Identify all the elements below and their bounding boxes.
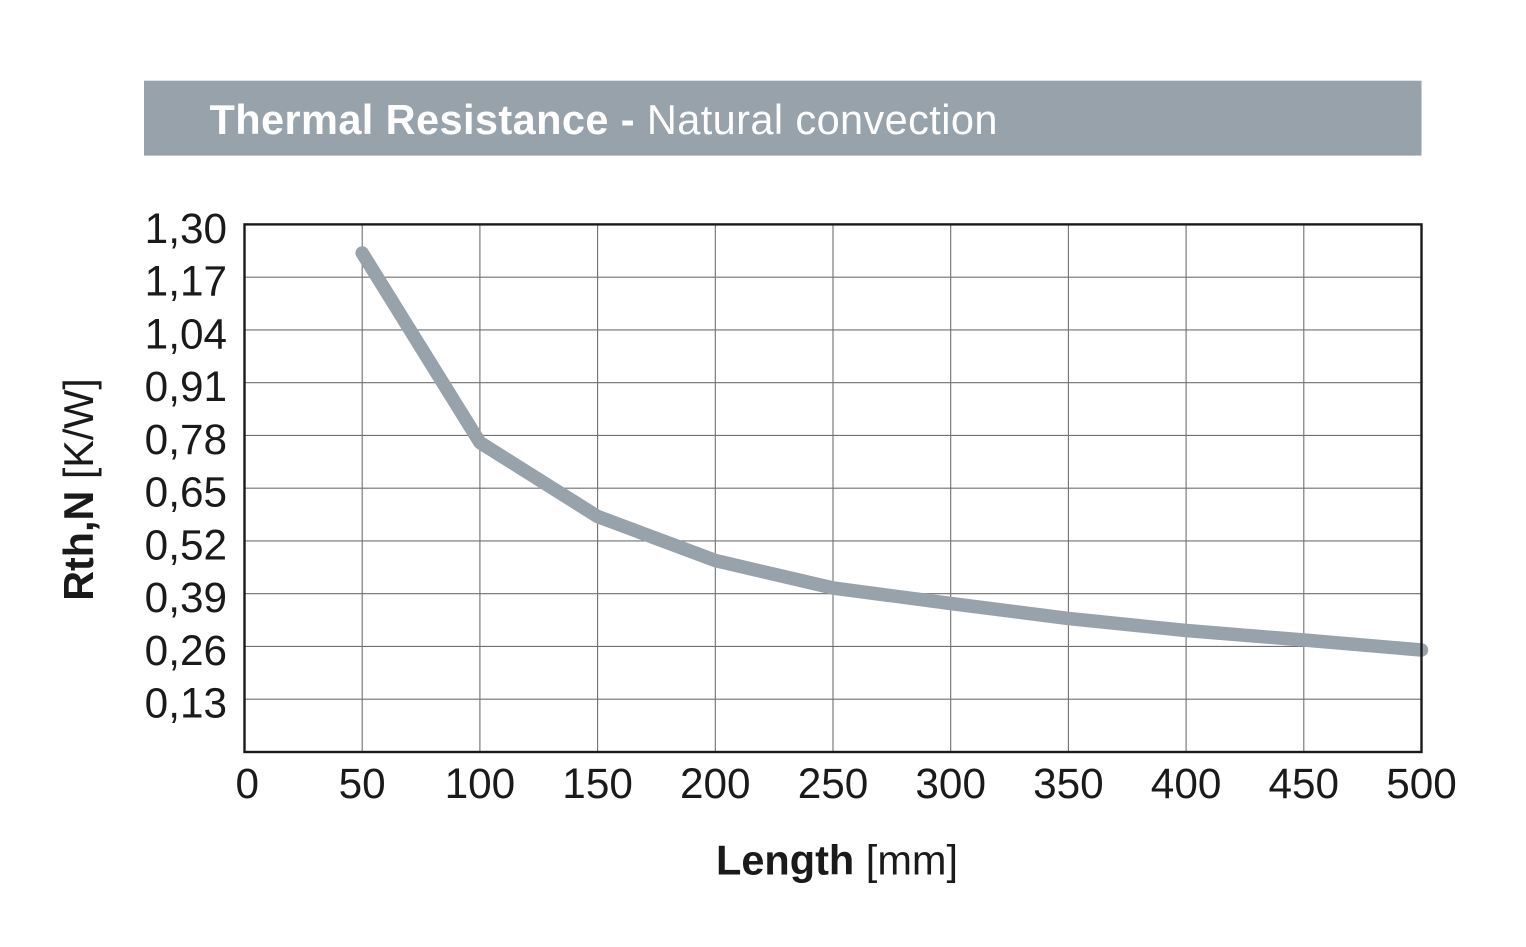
svg-text:400: 400 (1151, 760, 1222, 807)
svg-text:250: 250 (798, 760, 869, 807)
svg-text:Rth,N [K/W]: Rth,N [K/W] (56, 378, 102, 601)
svg-text:0: 0 (236, 760, 260, 807)
svg-text:0,26: 0,26 (145, 627, 227, 674)
svg-text:0,39: 0,39 (145, 574, 227, 621)
svg-text:0,13: 0,13 (145, 680, 227, 727)
svg-text:150: 150 (562, 760, 633, 807)
svg-text:1,17: 1,17 (145, 258, 227, 305)
svg-text:450: 450 (1269, 760, 1340, 807)
svg-text:1,04: 1,04 (145, 310, 227, 357)
svg-text:50: 50 (339, 760, 386, 807)
svg-text:Thermal Resistance - Natural c: Thermal Resistance - Natural convection (210, 96, 998, 143)
svg-text:0,78: 0,78 (145, 416, 227, 463)
svg-text:300: 300 (915, 760, 986, 807)
svg-text:Length [mm]: Length [mm] (716, 836, 958, 883)
svg-text:0,65: 0,65 (145, 469, 227, 516)
svg-text:0,91: 0,91 (145, 363, 227, 410)
svg-text:100: 100 (445, 760, 516, 807)
svg-text:350: 350 (1033, 760, 1104, 807)
svg-text:500: 500 (1386, 760, 1457, 807)
svg-text:0,52: 0,52 (145, 521, 227, 568)
svg-text:1,30: 1,30 (145, 205, 227, 252)
svg-text:200: 200 (680, 760, 751, 807)
